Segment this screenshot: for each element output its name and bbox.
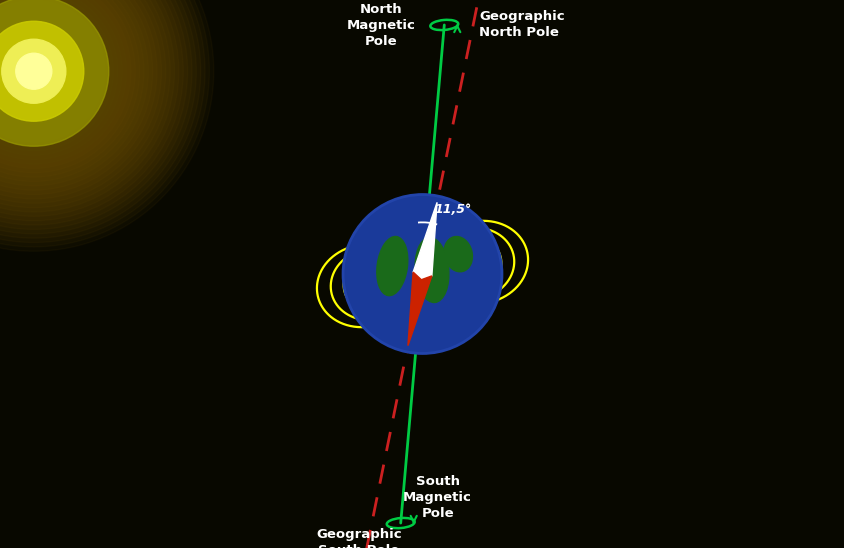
Text: Geographic
South Pole: Geographic South Pole <box>316 528 401 548</box>
Circle shape <box>343 195 501 353</box>
Circle shape <box>0 0 192 230</box>
Circle shape <box>0 21 84 121</box>
Text: South
Magnetic
Pole: South Magnetic Pole <box>403 475 472 520</box>
Circle shape <box>0 0 201 238</box>
Circle shape <box>0 0 187 225</box>
Text: 11,5°: 11,5° <box>434 203 471 216</box>
Ellipse shape <box>376 237 408 295</box>
Circle shape <box>0 0 209 247</box>
Text: Geographic
North Pole: Geographic North Pole <box>479 10 565 39</box>
Polygon shape <box>408 272 431 346</box>
Ellipse shape <box>444 237 472 272</box>
Polygon shape <box>413 202 436 279</box>
Text: North
Magnetic
Pole: North Magnetic Pole <box>347 3 415 48</box>
Ellipse shape <box>414 237 448 302</box>
Circle shape <box>0 0 214 251</box>
Circle shape <box>2 39 66 103</box>
Circle shape <box>16 53 51 89</box>
Circle shape <box>0 0 175 212</box>
Circle shape <box>0 0 183 221</box>
Circle shape <box>0 0 205 243</box>
Circle shape <box>0 0 109 146</box>
Circle shape <box>0 0 196 234</box>
Circle shape <box>0 0 179 216</box>
